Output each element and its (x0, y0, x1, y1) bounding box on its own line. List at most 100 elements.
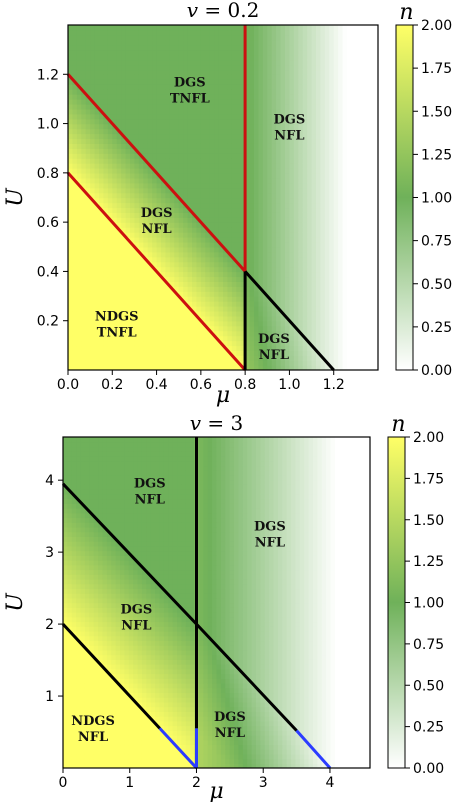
heatmap-cell (298, 39, 304, 46)
heatmap-cell (214, 350, 220, 356)
heatmap-cell (205, 320, 211, 327)
heatmap-cell (240, 241, 246, 248)
heatmap-cell (267, 148, 273, 154)
heatmap-cell (161, 232, 167, 238)
heatmap-cell (311, 158, 317, 164)
heatmap-cell (143, 118, 149, 125)
heatmap-cell (209, 74, 215, 80)
heatmap-cell (147, 340, 153, 347)
heatmap-cell (178, 187, 184, 194)
heatmap-cell (307, 138, 313, 144)
heatmap-cell (125, 271, 131, 278)
heatmap-cell (156, 133, 162, 140)
heatmap-cell (245, 355, 251, 361)
heatmap-cell (192, 350, 198, 356)
heatmap-cell (254, 89, 260, 95)
heatmap-cell (271, 227, 277, 233)
heatmap-cell (103, 103, 109, 110)
heatmap-cell (285, 113, 291, 120)
heatmap-cell (205, 177, 211, 184)
heatmap-cell (121, 98, 127, 105)
heatmap-cell (223, 207, 229, 213)
heatmap-cell (267, 49, 273, 56)
heatmap-cell (90, 251, 96, 258)
heatmap-cell (364, 291, 370, 297)
heatmap-cell (351, 39, 357, 46)
heatmap-cell (276, 133, 282, 140)
heatmap-cell (134, 49, 140, 56)
heatmap-cell (125, 79, 131, 85)
heatmap-cell (231, 365, 237, 370)
heatmap-cell (116, 98, 122, 105)
heatmap-cell (245, 118, 251, 125)
heatmap-cell (165, 222, 171, 228)
heatmap-cell (360, 340, 366, 347)
heatmap-cell (134, 172, 140, 179)
heatmap-cell (236, 207, 242, 213)
heatmap-cell (218, 207, 224, 213)
heatmap-cell (72, 167, 78, 174)
heatmap-cell (285, 350, 291, 356)
heatmap-cell (165, 355, 171, 361)
heatmap-cell (342, 54, 348, 61)
heatmap-cell (200, 113, 206, 120)
heatmap-cell (218, 227, 224, 233)
heatmap-cell (107, 296, 113, 302)
heatmap-cell (76, 212, 82, 218)
heatmap-cell (214, 182, 220, 189)
heatmap-cell (342, 84, 348, 90)
heatmap-cell (223, 276, 229, 282)
heatmap-cell (360, 251, 366, 258)
heatmap-cell (280, 207, 286, 213)
heatmap-cell (174, 49, 180, 56)
heatmap-cell (138, 315, 144, 322)
heatmap-cell (227, 305, 233, 312)
heatmap-cell (165, 251, 171, 258)
heatmap-cell (165, 64, 171, 71)
heatmap-cell (254, 44, 260, 51)
heatmap-cell (280, 128, 286, 135)
heatmap-cell (205, 232, 211, 238)
heatmap-cell (285, 79, 291, 85)
heatmap-cell (165, 345, 171, 351)
heatmap-cell (116, 167, 122, 174)
heatmap-cell (360, 103, 366, 110)
heatmap-cell (68, 64, 74, 71)
heatmap-cell (293, 103, 299, 110)
heatmap-cell (156, 49, 162, 56)
heatmap-cell (72, 59, 78, 66)
heatmap-cell (271, 212, 277, 218)
heatmap-cell (152, 64, 158, 71)
heatmap-cell (231, 54, 237, 61)
heatmap-cell (192, 320, 198, 327)
heatmap-cell (85, 153, 91, 159)
heatmap-cell (329, 25, 335, 31)
heatmap-cell (360, 217, 366, 223)
heatmap-cell (249, 172, 255, 179)
heatmap-cell (329, 360, 335, 366)
heatmap-cell (125, 365, 131, 370)
heatmap-cell (165, 34, 171, 41)
heatmap-cell (316, 232, 322, 238)
heatmap-cell (240, 103, 246, 110)
heatmap-cell (298, 236, 304, 243)
heatmap-cell (373, 192, 378, 199)
heatmap-cell (121, 123, 127, 130)
heatmap-cell (147, 59, 153, 66)
heatmap-cell (338, 64, 344, 71)
heatmap-cell (249, 69, 255, 75)
heatmap-cell (76, 94, 82, 100)
heatmap-cell (99, 25, 105, 31)
heatmap-cell (280, 187, 286, 194)
heatmap-cell (316, 360, 322, 366)
heatmap-cell (165, 49, 171, 56)
heatmap-cell (68, 163, 74, 169)
heatmap-cell (307, 25, 313, 31)
heatmap-cell (107, 54, 113, 61)
heatmap-cell (205, 365, 211, 370)
heatmap-cell (156, 212, 162, 218)
heatmap-cell (152, 271, 158, 278)
heatmap-cell (338, 256, 344, 263)
heatmap-cell (245, 256, 251, 263)
heatmap-cell (125, 54, 131, 61)
